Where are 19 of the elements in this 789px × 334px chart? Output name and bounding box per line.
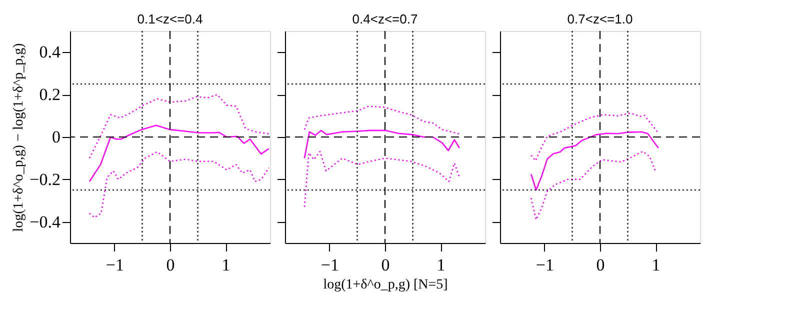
x-tick-label: 0 [381,256,390,274]
x-tick-label: 1 [436,256,446,274]
x-tick-label: −1 [106,256,124,274]
y-tick-label: 0.4 [39,42,61,62]
x-tick-label: −1 [320,256,339,274]
y-axis-title: log(1+δ^o_p,g) − log(1+δ^p_p,g) [12,42,27,232]
x-axis-title: log(1+δ^o_p,g) [N=5] [323,278,448,292]
chart-title: 0.4<z<=0.7 [352,11,418,26]
y-tick-label: −0.2 [30,170,60,189]
x-tick-label: 0 [166,256,175,274]
x-tick-label: 0 [596,256,605,274]
x-tick-label: −1 [536,256,554,274]
y-tick-label: 0 [52,128,60,146]
y-tick-label: −0.4 [30,212,61,232]
y-tick-label: 0.2 [39,85,60,104]
chart-title: 0.1<z<=0.4 [137,11,203,26]
x-tick-label: 1 [652,256,660,274]
x-tick-label: 1 [222,256,230,274]
chart-title: 0.7<z<=1.0 [567,11,633,26]
